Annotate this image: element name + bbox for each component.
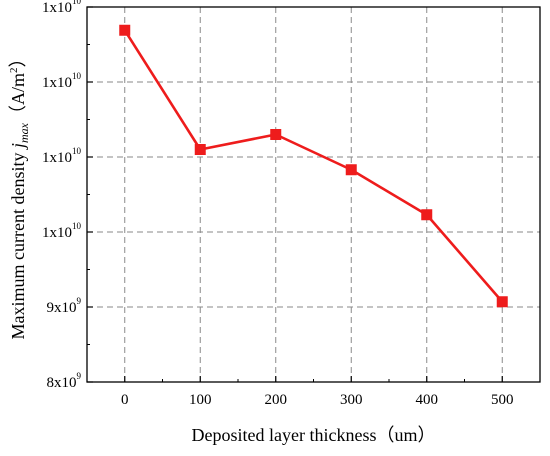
y-tick-label: 1x1010 <box>42 71 82 91</box>
y-axis-title-unit-sup: 2 <box>8 68 20 74</box>
y-axis-title: Maximum current density jmax（A/m2） <box>8 50 31 340</box>
x-tick-label: 300 <box>340 392 363 408</box>
y-tick-mantissa: 1x10 <box>42 225 72 241</box>
y-tick-label: 1x1010 <box>42 221 82 241</box>
data-point-marker <box>119 24 131 36</box>
y-tick-exponent: 10 <box>72 0 82 6</box>
y-axis-title-symbol: j <box>8 143 28 150</box>
y-tick-mantissa: 1x10 <box>42 0 72 16</box>
y-axis-title-subscript: max <box>17 122 31 143</box>
y-tick-exponent: 9 <box>77 371 82 381</box>
plot-frame <box>86 6 541 383</box>
y-axis-title-unit-open: （A/m <box>8 73 28 123</box>
y-tick-label: 1x1010 <box>42 0 82 16</box>
y-tick-mantissa: 9x10 <box>47 300 77 316</box>
data-point-marker <box>270 129 282 140</box>
ticks: 0 100 200 300 400 5008x1099x1091x10101x10101x… <box>42 0 514 408</box>
series-line <box>123 29 504 303</box>
y-tick-label: 9x109 <box>47 296 82 316</box>
x-tick-label: 100 <box>189 392 212 408</box>
x-tick-label: 200 <box>265 392 288 408</box>
y-tick-exponent: 9 <box>77 296 82 306</box>
data-point-marker <box>421 209 433 221</box>
data-point-marker <box>345 164 357 176</box>
y-tick-exponent: 10 <box>72 71 82 81</box>
data-point-marker <box>496 296 508 308</box>
y-tick-mantissa: 1x10 <box>42 150 72 166</box>
x-tick-label: 400 <box>416 392 439 408</box>
y-tick-label: 8x109 <box>47 371 82 391</box>
data-point-marker <box>194 144 206 155</box>
y-tick-exponent: 10 <box>72 146 82 156</box>
y-tick-label: 1x1010 <box>42 146 82 166</box>
grid <box>87 7 540 382</box>
y-tick-mantissa: 8x10 <box>47 375 77 391</box>
x-axis-title: Deposited layer thickness（um） <box>192 425 436 445</box>
y-tick-mantissa: 1x10 <box>42 75 72 91</box>
y-tick-exponent: 10 <box>72 221 82 231</box>
y-axis-title-main: Maximum current density <box>8 148 28 339</box>
x-tick-label: 0 <box>121 392 129 408</box>
y-axis-title-unit-close: ） <box>8 50 28 68</box>
series <box>119 24 508 308</box>
x-tick-label: 500 <box>491 392 514 408</box>
